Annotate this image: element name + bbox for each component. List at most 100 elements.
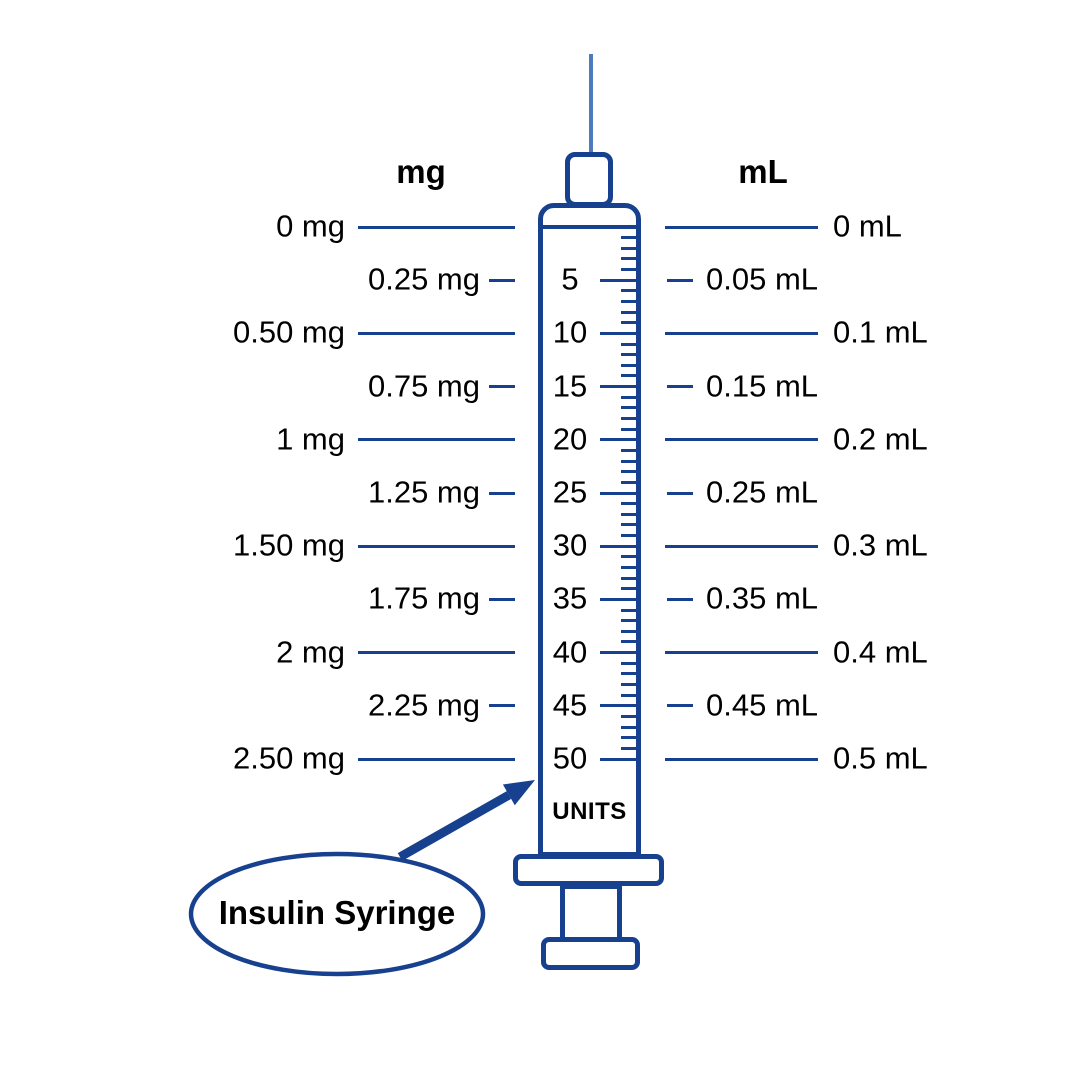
barrel-tick bbox=[600, 544, 636, 548]
mg-value-label: 0.75 mg bbox=[367, 367, 480, 403]
ml-scale-line bbox=[667, 597, 693, 601]
barrel-tick bbox=[621, 608, 636, 612]
ml-value-label: 0.2 mL bbox=[833, 421, 928, 457]
barrel-tick bbox=[621, 714, 636, 718]
barrel-unit-number: 10 bbox=[552, 314, 588, 350]
barrel-tick bbox=[621, 725, 636, 729]
mg-scale-line bbox=[358, 544, 515, 548]
mg-value-label: 2 mg bbox=[276, 633, 345, 669]
barrel-tick bbox=[621, 236, 636, 240]
barrel-flange bbox=[513, 854, 664, 886]
ml-scale-line bbox=[665, 544, 818, 548]
ml-value-label: 0.05 mL bbox=[706, 261, 819, 297]
barrel-tick bbox=[621, 246, 636, 250]
barrel-tick bbox=[621, 746, 636, 750]
mg-value-label: 2.50 mg bbox=[232, 740, 345, 776]
ml-value-label: 0.25 mL bbox=[706, 474, 819, 510]
barrel-unit-number: 45 bbox=[552, 687, 588, 723]
ml-scale-line bbox=[667, 704, 693, 708]
ml-value-label: 0.35 mL bbox=[706, 580, 819, 616]
barrel-tick bbox=[621, 736, 636, 740]
mg-scale-line bbox=[489, 491, 515, 495]
mg-value-label: 0.25 mg bbox=[367, 261, 480, 297]
barrel-tick bbox=[600, 385, 636, 389]
plunger-end-cap bbox=[541, 937, 640, 970]
barrel-tick bbox=[621, 353, 636, 357]
mg-scale-line bbox=[358, 651, 515, 655]
barrel-tick bbox=[621, 427, 636, 431]
barrel-tick bbox=[621, 502, 636, 506]
mg-value-label: 2.25 mg bbox=[367, 687, 480, 723]
mg-scale-line bbox=[489, 385, 515, 389]
ml-scale-line bbox=[667, 278, 693, 282]
ml-value-label: 0.45 mL bbox=[706, 687, 819, 723]
barrel-tick bbox=[621, 576, 636, 580]
ml-scale-line bbox=[665, 438, 818, 442]
barrel-tick bbox=[600, 651, 636, 655]
barrel-tick bbox=[621, 289, 636, 293]
ml-value-label: 0.5 mL bbox=[833, 740, 928, 776]
syringe-needle bbox=[589, 54, 593, 156]
mg-scale-line bbox=[489, 278, 515, 282]
callout-label: Insulin Syringe bbox=[218, 894, 456, 932]
barrel-tick bbox=[621, 629, 636, 633]
barrel-unit-number: 40 bbox=[552, 633, 588, 669]
barrel-tick bbox=[621, 342, 636, 346]
barrel-tick bbox=[621, 406, 636, 410]
barrel-tick bbox=[621, 268, 636, 272]
ml-value-label: 0.1 mL bbox=[833, 314, 928, 350]
ml-value-label: 0.4 mL bbox=[833, 633, 928, 669]
barrel-tick bbox=[621, 470, 636, 474]
barrel-tick bbox=[600, 438, 636, 442]
barrel-tick bbox=[621, 619, 636, 623]
barrel-tick bbox=[600, 597, 636, 601]
mg-column-header: mg bbox=[396, 153, 446, 190]
barrel-tick bbox=[621, 523, 636, 527]
barrel-unit-number: 15 bbox=[552, 367, 588, 403]
barrel-tick bbox=[621, 640, 636, 644]
units-label: UNITS bbox=[552, 798, 627, 825]
barrel-unit-number: 20 bbox=[552, 421, 588, 457]
barrel-tick bbox=[621, 565, 636, 569]
barrel-tick bbox=[621, 448, 636, 452]
ml-scale-line bbox=[665, 757, 818, 761]
mg-value-label: 1.25 mg bbox=[367, 474, 480, 510]
barrel-tick bbox=[621, 321, 636, 325]
barrel-tick bbox=[621, 310, 636, 314]
barrel-tick bbox=[600, 757, 636, 761]
ml-scale-line bbox=[667, 385, 693, 389]
ml-scale-line bbox=[665, 225, 818, 229]
barrel-tick bbox=[600, 278, 636, 282]
mg-value-label: 0 mg bbox=[276, 208, 345, 244]
mg-value-label: 1.75 mg bbox=[367, 580, 480, 616]
barrel-tick bbox=[621, 363, 636, 367]
barrel-unit-number: 25 bbox=[552, 474, 588, 510]
ml-scale-line bbox=[667, 491, 693, 495]
barrel-tick bbox=[621, 395, 636, 399]
ml-scale-line bbox=[665, 331, 818, 335]
mg-scale-line bbox=[358, 225, 515, 229]
barrel-tick bbox=[621, 661, 636, 665]
mg-scale-line bbox=[489, 597, 515, 601]
mg-value-label: 1 mg bbox=[276, 421, 345, 457]
callout-arrow-line bbox=[397, 791, 512, 861]
barrel-tick bbox=[621, 374, 636, 378]
ml-value-label: 0.15 mL bbox=[706, 367, 819, 403]
barrel-tick bbox=[621, 512, 636, 516]
barrel-tick bbox=[621, 480, 636, 484]
barrel-tick bbox=[600, 331, 636, 335]
barrel-tick bbox=[621, 459, 636, 463]
barrel-tick bbox=[621, 587, 636, 591]
mg-scale-line bbox=[358, 438, 515, 442]
ml-column-header: mL bbox=[738, 153, 788, 190]
ml-value-label: 0 mL bbox=[833, 208, 902, 244]
barrel-tick bbox=[621, 534, 636, 538]
barrel-tick bbox=[621, 257, 636, 261]
barrel-tick bbox=[621, 417, 636, 421]
ml-value-label: 0.3 mL bbox=[833, 527, 928, 563]
barrel-tick bbox=[600, 491, 636, 495]
barrel-unit-number: 30 bbox=[552, 527, 588, 563]
ml-scale-line bbox=[665, 651, 818, 655]
barrel-tick bbox=[621, 683, 636, 687]
